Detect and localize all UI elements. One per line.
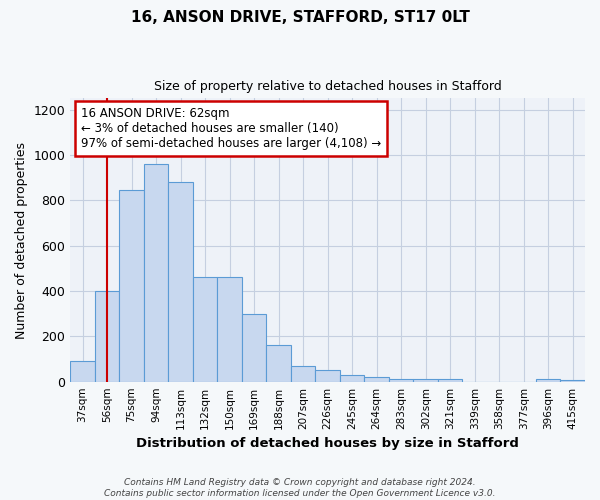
Bar [316, 370, 340, 382]
Bar [291, 366, 316, 382]
Bar [70, 362, 95, 382]
Bar [536, 380, 560, 382]
Y-axis label: Number of detached properties: Number of detached properties [15, 142, 28, 338]
Bar [119, 190, 144, 382]
Text: 16 ANSON DRIVE: 62sqm
← 3% of detached houses are smaller (140)
97% of semi-deta: 16 ANSON DRIVE: 62sqm ← 3% of detached h… [80, 107, 381, 150]
Bar [438, 380, 463, 382]
Bar [560, 380, 585, 382]
Bar [217, 278, 242, 382]
Bar [193, 278, 217, 382]
Text: 16, ANSON DRIVE, STAFFORD, ST17 0LT: 16, ANSON DRIVE, STAFFORD, ST17 0LT [131, 10, 469, 25]
Text: Contains HM Land Registry data © Crown copyright and database right 2024.
Contai: Contains HM Land Registry data © Crown c… [104, 478, 496, 498]
Bar [242, 314, 266, 382]
Bar [144, 164, 169, 382]
Bar [169, 182, 193, 382]
Bar [413, 380, 438, 382]
Bar [95, 291, 119, 382]
Bar [364, 377, 389, 382]
Bar [340, 375, 364, 382]
Title: Size of property relative to detached houses in Stafford: Size of property relative to detached ho… [154, 80, 502, 93]
Bar [389, 380, 413, 382]
Bar [266, 346, 291, 382]
X-axis label: Distribution of detached houses by size in Stafford: Distribution of detached houses by size … [136, 437, 519, 450]
